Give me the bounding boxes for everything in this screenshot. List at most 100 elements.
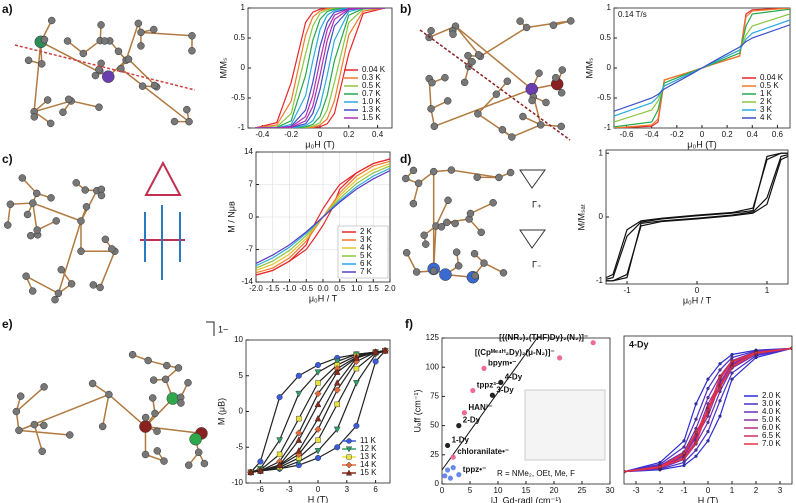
atom xyxy=(141,413,150,422)
marker xyxy=(314,369,322,376)
legend-label: 0.7 K xyxy=(362,89,381,98)
marker xyxy=(314,425,322,433)
chart: -2.0 -1.5 -1.0 -0.5 0.0 0.5 1.0 1.5 2.0 -14 -7 0 7 14… xyxy=(226,147,396,303)
atom xyxy=(166,392,180,405)
charge-label: 1− xyxy=(218,324,228,334)
atom xyxy=(97,21,105,29)
atom xyxy=(150,81,159,90)
point-label: HAN³⁻ xyxy=(468,403,492,412)
marker xyxy=(730,377,734,381)
y-tick-label: 100 xyxy=(426,362,440,371)
annotation: 0.14 T/s xyxy=(618,10,647,19)
x-axis-label: |J_Gd-rad| (cm⁻¹) xyxy=(491,495,561,503)
atom xyxy=(189,432,202,446)
marker xyxy=(372,358,379,365)
plot-area xyxy=(624,346,792,474)
x-tick-label: 0 xyxy=(318,130,323,139)
point-label: [(Cpᴹᵉ⁴ᴴ₂Dy)₂(μ-N₂)]⁻ xyxy=(475,348,555,357)
bond xyxy=(432,226,437,269)
y-tick-label: 1 xyxy=(241,3,246,12)
legend-label: 4 K xyxy=(360,243,373,252)
point xyxy=(450,454,456,460)
marker xyxy=(333,368,341,375)
x-tick-label: 0.2 xyxy=(343,130,355,139)
bond xyxy=(25,275,59,295)
point-label: 2-Dy xyxy=(463,416,481,425)
point-label: tppz³⁻ xyxy=(477,381,500,390)
atom xyxy=(89,281,98,289)
legend-label: 15 K xyxy=(360,468,377,477)
marker xyxy=(333,358,341,366)
atom xyxy=(163,361,171,370)
y-tick-label: -5 xyxy=(236,442,244,451)
plot-frame xyxy=(247,7,393,129)
legend-marker xyxy=(345,446,353,453)
atom xyxy=(492,90,501,98)
atom xyxy=(97,59,105,68)
atom xyxy=(184,378,192,387)
atom xyxy=(185,117,193,126)
series-line xyxy=(606,154,788,282)
marker xyxy=(706,408,710,412)
atom xyxy=(30,113,39,121)
legend-label: 3 K xyxy=(360,235,373,244)
marker xyxy=(730,352,734,357)
molecule xyxy=(425,17,575,141)
legend-marker xyxy=(345,461,353,469)
legend-label: 6 K xyxy=(360,259,373,268)
atom xyxy=(519,112,527,121)
panel-label: d) xyxy=(400,152,411,166)
atom xyxy=(508,133,516,141)
atom xyxy=(149,376,158,384)
symmetry-label: Γ₊ xyxy=(532,199,542,209)
x-tick-label: -1 xyxy=(623,286,631,295)
point xyxy=(456,423,462,429)
atom xyxy=(40,383,48,391)
atom xyxy=(24,56,33,65)
point xyxy=(481,365,487,371)
y-tick-label: 10 xyxy=(234,335,243,344)
legend-label: 4.0 K xyxy=(762,407,781,416)
atom xyxy=(506,168,515,177)
point-label: bpym•⁻ xyxy=(488,358,516,367)
atom xyxy=(148,394,157,402)
atom xyxy=(81,186,89,194)
plot-area xyxy=(247,347,389,476)
bond xyxy=(144,398,174,428)
legend-label: 1.0 K xyxy=(362,97,381,106)
atom xyxy=(428,78,436,87)
point xyxy=(498,379,504,385)
x-tick-label: 0.2 xyxy=(722,130,734,139)
x-tick-label: 0.5 xyxy=(334,284,346,293)
x-tick-label: -1.0 xyxy=(283,284,297,293)
y-tick-label: 75 xyxy=(430,392,439,401)
y-axis-label: Uₑff (cm⁻¹) xyxy=(412,390,422,433)
y-tick-label: 25 xyxy=(430,450,439,459)
y-tick-label: 0 xyxy=(241,63,246,72)
atom xyxy=(443,97,452,105)
atom xyxy=(451,219,459,228)
atom xyxy=(183,105,191,114)
atom xyxy=(137,28,145,37)
molecule xyxy=(24,16,196,128)
atom xyxy=(67,280,76,288)
atom xyxy=(151,409,159,418)
atom xyxy=(489,199,497,207)
atom xyxy=(542,98,550,107)
atom xyxy=(37,60,46,68)
marker xyxy=(658,465,662,469)
atom xyxy=(477,228,485,237)
marker xyxy=(276,394,283,401)
bond xyxy=(446,218,470,224)
point-label: tppz•⁻ xyxy=(463,465,486,474)
plot-area xyxy=(256,158,390,276)
point-label: 1-Dy xyxy=(452,436,470,445)
marker xyxy=(682,463,686,468)
atom xyxy=(12,407,21,416)
atom xyxy=(47,16,56,25)
bond xyxy=(454,25,482,57)
bond xyxy=(33,41,42,112)
molecule xyxy=(3,174,119,304)
marker xyxy=(334,401,340,408)
marker xyxy=(790,346,792,350)
